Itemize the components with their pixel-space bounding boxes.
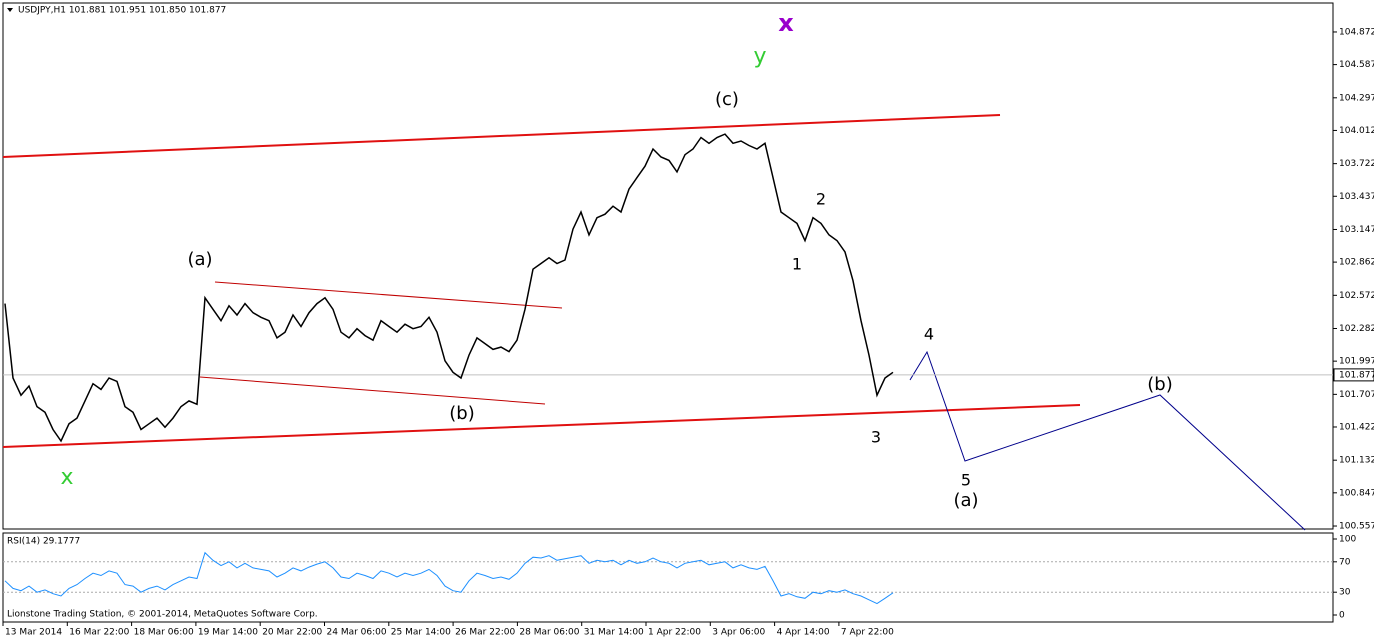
x-tick-label: 31 Mar 14:00 — [584, 628, 644, 638]
x-tick-label: 3 Apr 06:00 — [712, 628, 765, 638]
trend-line — [214, 281, 563, 309]
y-tick-label: 70 — [1339, 557, 1351, 567]
x-tick-label: 4 Apr 14:00 — [777, 628, 830, 638]
y-tick-label: 104.297 — [1339, 93, 1374, 103]
chart-title: USDJPY,H1 101.881 101.951 101.850 101.87… — [18, 6, 226, 16]
x-tick-label: 20 Mar 22:00 — [262, 628, 322, 638]
wave-label: (b) — [1147, 374, 1172, 395]
wave-label: y — [753, 44, 766, 69]
y-tick-label: 101.997 — [1339, 357, 1374, 367]
rsi-title: RSI(14) 29.1777 — [7, 537, 80, 547]
wave-label: 2 — [816, 190, 826, 209]
wave-label: (c) — [715, 89, 739, 110]
wave-label: (a) — [953, 490, 978, 511]
y-tick-label: 104.012 — [1339, 126, 1374, 136]
menu-arrow — [7, 8, 13, 12]
wave-label: (a) — [187, 249, 212, 270]
x-tick-label: 18 Mar 06:00 — [134, 628, 194, 638]
y-tick-label: 30 — [1339, 588, 1351, 598]
y-tick-label: 0 — [1339, 611, 1345, 621]
trend-line — [2, 114, 1001, 158]
y-tick-label: 102.572 — [1339, 291, 1374, 301]
wave-label: (b) — [449, 403, 474, 424]
y-tick-label: 104.587 — [1339, 60, 1374, 70]
y-tick-label: 100.557 — [1339, 522, 1374, 532]
y-tick-label: 102.862 — [1339, 258, 1374, 268]
x-tick-label: 19 Mar 14:00 — [198, 628, 258, 638]
y-tick-label: 103.722 — [1339, 159, 1374, 169]
rsi-frame — [2, 532, 1334, 623]
trend-line — [2, 404, 1081, 448]
trend-line — [199, 376, 546, 405]
y-tick-label: 104.872 — [1339, 27, 1374, 37]
series-line — [4, 551, 894, 605]
projection-path — [909, 350, 1306, 531]
wave-label: x — [778, 9, 794, 37]
footer: Lionstone Trading Station, © 2001-2014, … — [7, 610, 318, 620]
wave-label: 4 — [924, 325, 934, 344]
y-tick-label: 101.132 — [1339, 456, 1374, 466]
y-tick-label: 103.437 — [1339, 192, 1374, 202]
last-price-box — [1333, 368, 1374, 382]
x-tick-label: 13 Mar 2014 — [5, 628, 62, 638]
x-tick-label: 25 Mar 14:00 — [391, 628, 451, 638]
wave-label: 1 — [792, 255, 802, 274]
x-tick-label: 1 Apr 22:00 — [648, 628, 701, 638]
series-line — [4, 133, 894, 443]
y-tick-label: 100 — [1339, 535, 1356, 545]
x-tick-label: 24 Mar 06:00 — [327, 628, 387, 638]
y-tick-label: 101.707 — [1339, 390, 1374, 400]
last-price-label: 101.877 — [1339, 370, 1374, 380]
wave-label: x — [60, 465, 73, 490]
x-tick-label: 26 Mar 22:00 — [455, 628, 515, 638]
x-tick-label: 7 Apr 22:00 — [841, 628, 894, 638]
wave-label: 3 — [871, 428, 881, 447]
price-frame — [2, 2, 1334, 530]
y-tick-label: 103.147 — [1339, 225, 1374, 235]
wave-label: 5 — [961, 471, 971, 490]
y-tick-label: 100.847 — [1339, 488, 1374, 498]
x-tick-label: 16 Mar 22:00 — [69, 628, 129, 638]
y-tick-label: 102.282 — [1339, 324, 1374, 334]
y-tick-label: 101.422 — [1339, 422, 1374, 432]
x-tick-label: 28 Mar 06:00 — [519, 628, 579, 638]
